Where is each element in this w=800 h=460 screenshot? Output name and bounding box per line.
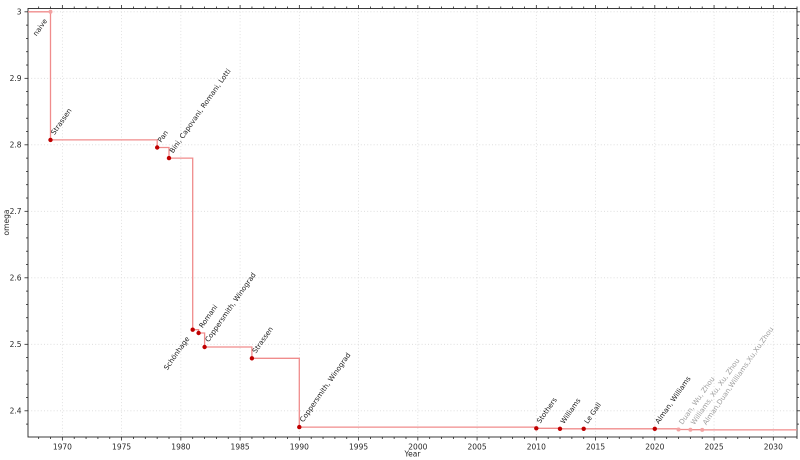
x-tick-label: 1995 — [349, 443, 368, 452]
point-label: naive — [32, 17, 50, 37]
point-label: Strassen — [251, 325, 275, 354]
y-tick-label: 2.6 — [10, 273, 22, 282]
point-label: Williams, Xu, Xu, Zhou — [689, 357, 741, 426]
point-label: Coppersmith, Winograd — [298, 351, 352, 423]
point-label: Bini, Capovani, Romani, Lotti — [168, 67, 233, 154]
plot-frame — [27, 8, 798, 438]
y-tick-label: 2.9 — [10, 74, 22, 83]
x-tick-label: 2025 — [705, 443, 724, 452]
x-tick-label: 2005 — [468, 443, 487, 452]
data-point — [249, 356, 255, 361]
x-tick-label: 1970 — [53, 443, 72, 452]
data-point — [196, 330, 201, 336]
data-point — [48, 137, 53, 143]
data-point — [688, 427, 693, 432]
x-tick-label: 2015 — [586, 443, 605, 452]
y-tick-label: 2.4 — [10, 406, 22, 415]
y-axis-label: omega — [2, 210, 11, 236]
y-tick-label: 3 — [17, 7, 22, 16]
x-tick-label: 2030 — [764, 443, 783, 452]
data-point — [700, 427, 705, 432]
point-label: Pan — [156, 129, 170, 144]
data-point — [202, 344, 207, 350]
point-label: Alman,Duan,Williams,Xu,Xu,Zhou — [701, 326, 775, 427]
data-point — [297, 424, 302, 430]
x-tick-label: 1975 — [112, 443, 131, 452]
data-point — [581, 426, 586, 431]
point-label: Strassen — [50, 107, 74, 136]
data-point — [676, 427, 681, 432]
data-point — [652, 426, 657, 431]
data-point — [155, 145, 160, 150]
series-layer — [28, 9, 797, 432]
x-tick-label: 1985 — [231, 443, 250, 452]
data-point — [48, 9, 53, 14]
y-tick-label: 2.8 — [10, 140, 22, 149]
point-label: Le Gall — [583, 401, 603, 425]
x-tick-label: 2020 — [645, 443, 664, 452]
x-tick-label: 2000 — [408, 443, 427, 452]
data-point — [557, 426, 563, 431]
tick-layer: 1970 1975 1980 1985 1990 1995 2000 2005 2010 2015… — [10, 5, 800, 452]
omega-step-line — [28, 11, 797, 431]
x-axis-label: Year — [404, 450, 422, 459]
x-tick-label: 1980 — [171, 443, 190, 452]
data-point — [190, 327, 195, 332]
y-tick-label: 2.5 — [10, 340, 22, 349]
x-tick-label: 1990 — [290, 443, 309, 452]
data-point — [166, 155, 172, 161]
y-tick-label: 2.7 — [10, 207, 22, 216]
grid-layer — [28, 8, 797, 437]
point-label: Stothers — [535, 396, 559, 425]
point-label: Schönhage — [162, 335, 191, 371]
x-tick-label: 2010 — [527, 443, 546, 452]
data-point — [534, 426, 539, 431]
